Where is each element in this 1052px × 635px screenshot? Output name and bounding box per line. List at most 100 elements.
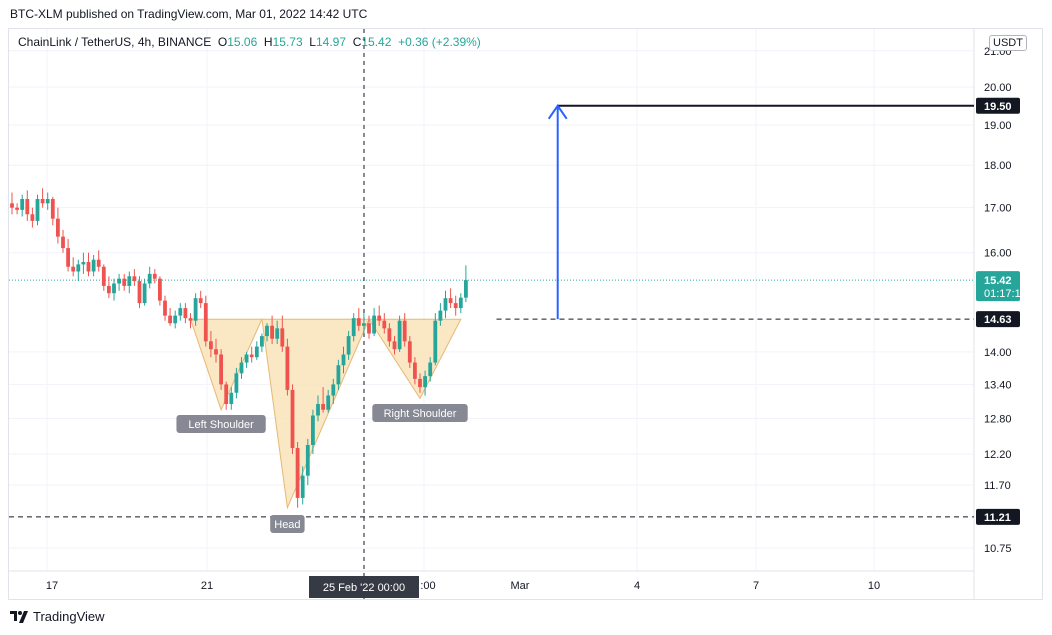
candle-body (326, 395, 331, 410)
candle-body (188, 318, 193, 321)
price-tick: 11.70 (984, 480, 1011, 492)
candle-body (178, 308, 183, 316)
price-tick: 20.00 (984, 82, 1012, 94)
candle-body (152, 273, 157, 279)
price-tick: 18.00 (984, 160, 1012, 172)
candle-body (198, 298, 203, 304)
right-shoulder-label: Right Shoulder (384, 408, 457, 420)
head-low-price-badge: 11.21 (984, 512, 1011, 524)
target-price-badge-bg (976, 97, 1020, 114)
candle-body (91, 259, 96, 272)
candle-body (305, 444, 310, 476)
candle-body (346, 336, 351, 355)
candle-body (443, 298, 448, 311)
candle-body (260, 336, 264, 347)
crosshair-date-label: 25 Feb '22 00:00 (323, 582, 405, 594)
candle-body (81, 262, 86, 265)
candle-body (275, 328, 280, 339)
candle-body (397, 320, 402, 350)
level-lines (9, 29, 974, 599)
left-shoulder-label-bg (176, 415, 266, 433)
time-tick: 4 (634, 580, 640, 592)
pattern-triangle (261, 318, 370, 510)
time-tick-mar: Mar (511, 580, 530, 592)
candle-body (428, 362, 433, 377)
low-label: L (309, 35, 316, 49)
low-value: 14.97 (315, 35, 347, 49)
candle-body (254, 346, 259, 358)
time-tick: 21 (201, 580, 213, 592)
time-tick: 10 (868, 580, 880, 592)
candle-body (76, 264, 81, 272)
published-line: BTC-XLM published on TradingView.com, Ma… (10, 7, 368, 21)
candle-body (270, 325, 274, 339)
candle-body (413, 362, 417, 379)
candle-body (10, 203, 14, 208)
candle-body (362, 323, 366, 326)
candle-body (107, 285, 111, 294)
annotations: Left Shoulder Head Right Shoulder (176, 104, 568, 533)
candle-body (382, 320, 387, 329)
candle-body (66, 248, 70, 267)
close-label: C (352, 35, 362, 49)
candle-body (101, 266, 106, 286)
candle-body (244, 354, 249, 363)
tradingview-brand: TradingView (33, 609, 105, 624)
symbol-legend: ChainLink / TetherUS, 4h, BINANCE O15.06… (18, 35, 481, 49)
candle-body (331, 384, 336, 396)
candle-body (295, 447, 300, 498)
candle-body (458, 297, 463, 309)
high-label: H (263, 35, 273, 49)
candle-body (407, 341, 412, 363)
head-low-price-badge-bg (976, 508, 1020, 525)
grid (9, 29, 975, 599)
candle-body (433, 320, 438, 363)
high-value: 15.73 (272, 35, 303, 49)
candle-body (423, 376, 427, 388)
price-axis: 21.0020.0019.0018.0017.0016.0014.0013.40… (976, 46, 1027, 555)
time-tick: 7 (753, 580, 759, 592)
candle-body (96, 259, 101, 267)
price-tick: 16.00 (984, 248, 1012, 260)
price-tick: 17.00 (984, 203, 1012, 215)
open-value: 15.06 (227, 35, 258, 49)
candle-body (203, 303, 208, 342)
candle-body (173, 315, 178, 324)
candle-body (219, 354, 223, 385)
candle-body (137, 281, 142, 304)
candle-body (265, 325, 269, 337)
currency-unit-badge[interactable]: USDT (989, 35, 1027, 51)
candle-body (142, 283, 147, 304)
price-tick: 14.00 (984, 347, 1012, 359)
current-price-badge-bg (976, 271, 1020, 302)
candles (10, 188, 468, 508)
candle-body (122, 278, 127, 286)
candle-body (367, 323, 371, 334)
candle-body (25, 198, 30, 215)
price-tick: 10.75 (984, 543, 1012, 555)
candle-body (285, 346, 290, 390)
candle-body (351, 318, 356, 337)
candle-body (224, 384, 229, 405)
candle-body (15, 207, 19, 210)
candle-body (387, 328, 392, 342)
time-tick: 17 (46, 580, 58, 592)
price-tick: 13.40 (984, 379, 1012, 391)
candle-body (464, 280, 468, 298)
candle-body (438, 310, 443, 321)
candle-body (448, 298, 453, 304)
target-arrow-head (547, 104, 568, 120)
candle-body (61, 236, 65, 249)
candle-body (356, 318, 361, 326)
crosshair-date-bg (309, 576, 419, 598)
candle-body (229, 392, 234, 405)
open-label: O (217, 35, 228, 49)
candle-body (40, 198, 45, 204)
candle-body (316, 404, 320, 416)
head-label: Head (274, 519, 300, 531)
symbol-name: ChainLink / TetherUS, 4h, BINANCE (18, 35, 212, 49)
neckline-price-badge-bg (976, 311, 1020, 328)
neckline-price-badge: 14.63 (984, 314, 1012, 326)
candle-body (112, 283, 116, 294)
